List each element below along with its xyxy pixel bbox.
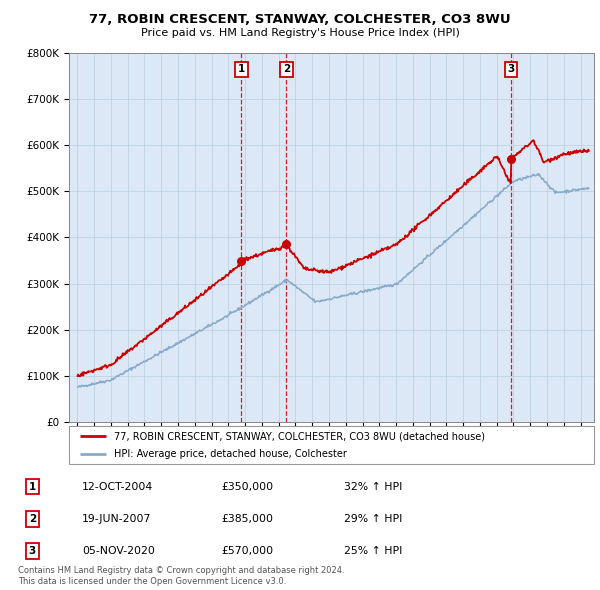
Text: 1: 1 — [29, 481, 36, 491]
Text: 29% ↑ HPI: 29% ↑ HPI — [344, 514, 402, 524]
Text: 32% ↑ HPI: 32% ↑ HPI — [344, 481, 402, 491]
Text: This data is licensed under the Open Government Licence v3.0.: This data is licensed under the Open Gov… — [18, 577, 286, 586]
Text: 77, ROBIN CRESCENT, STANWAY, COLCHESTER, CO3 8WU (detached house): 77, ROBIN CRESCENT, STANWAY, COLCHESTER,… — [113, 431, 485, 441]
Text: 1: 1 — [238, 64, 245, 74]
Text: £570,000: £570,000 — [221, 546, 274, 556]
Text: HPI: Average price, detached house, Colchester: HPI: Average price, detached house, Colc… — [113, 449, 347, 459]
Text: 3: 3 — [507, 64, 514, 74]
Text: Price paid vs. HM Land Registry's House Price Index (HPI): Price paid vs. HM Land Registry's House … — [140, 28, 460, 38]
Text: 2: 2 — [283, 64, 290, 74]
Text: 12-OCT-2004: 12-OCT-2004 — [82, 481, 153, 491]
Text: £385,000: £385,000 — [221, 514, 274, 524]
Text: 19-JUN-2007: 19-JUN-2007 — [82, 514, 151, 524]
Text: 25% ↑ HPI: 25% ↑ HPI — [344, 546, 402, 556]
Text: 3: 3 — [29, 546, 36, 556]
Text: Contains HM Land Registry data © Crown copyright and database right 2024.: Contains HM Land Registry data © Crown c… — [18, 566, 344, 575]
Text: £350,000: £350,000 — [221, 481, 274, 491]
Text: 77, ROBIN CRESCENT, STANWAY, COLCHESTER, CO3 8WU: 77, ROBIN CRESCENT, STANWAY, COLCHESTER,… — [89, 13, 511, 26]
Text: 05-NOV-2020: 05-NOV-2020 — [82, 546, 155, 556]
Text: 2: 2 — [29, 514, 36, 524]
